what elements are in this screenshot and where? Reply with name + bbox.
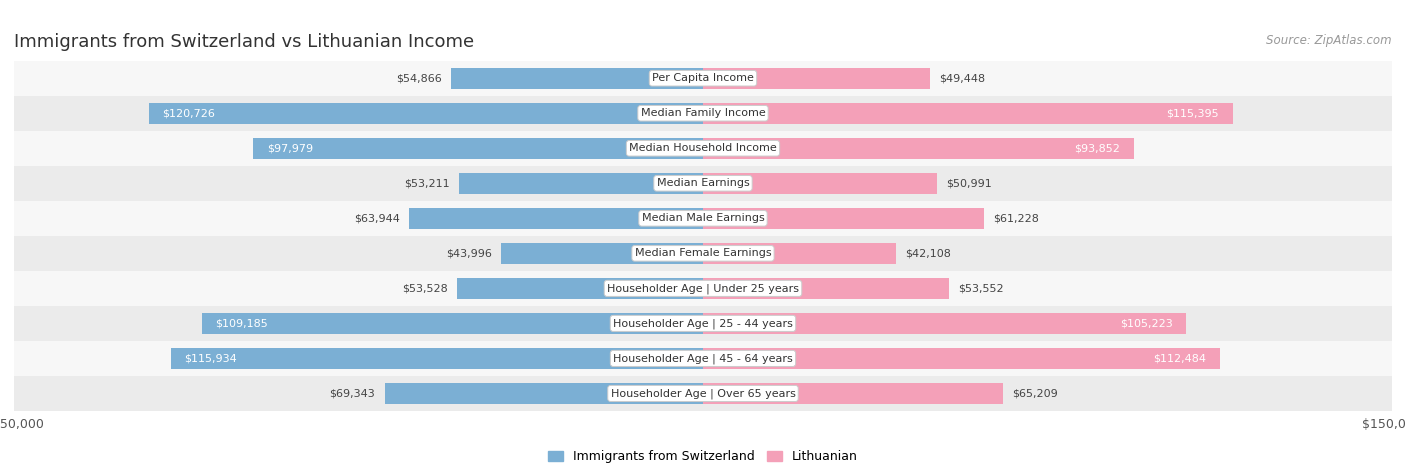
Bar	[14, 376, 1392, 411]
Bar	[384, 383, 703, 404]
Bar	[253, 138, 703, 159]
Bar	[703, 173, 938, 194]
Bar	[14, 236, 1392, 271]
Text: Median Male Earnings: Median Male Earnings	[641, 213, 765, 223]
Text: Householder Age | 45 - 64 years: Householder Age | 45 - 64 years	[613, 353, 793, 364]
Bar	[14, 341, 1392, 376]
Bar	[14, 306, 1392, 341]
Text: $50,991: $50,991	[946, 178, 993, 188]
Text: Median Family Income: Median Family Income	[641, 108, 765, 118]
Bar	[703, 68, 931, 89]
Text: $53,528: $53,528	[402, 283, 449, 293]
Text: Immigrants from Switzerland vs Lithuanian Income: Immigrants from Switzerland vs Lithuania…	[14, 33, 474, 51]
Bar	[703, 348, 1219, 369]
Text: $105,223: $105,223	[1119, 318, 1173, 328]
Bar	[703, 383, 1002, 404]
Bar	[14, 96, 1392, 131]
Text: $63,944: $63,944	[354, 213, 401, 223]
Text: Per Capita Income: Per Capita Income	[652, 73, 754, 83]
Bar	[457, 278, 703, 299]
Bar	[201, 313, 703, 334]
Text: $109,185: $109,185	[215, 318, 269, 328]
Bar	[703, 208, 984, 229]
Text: Median Female Earnings: Median Female Earnings	[634, 248, 772, 258]
Bar	[14, 271, 1392, 306]
Text: Householder Age | Under 25 years: Householder Age | Under 25 years	[607, 283, 799, 294]
Bar	[703, 103, 1233, 124]
Text: $49,448: $49,448	[939, 73, 986, 83]
Text: $112,484: $112,484	[1153, 354, 1206, 363]
Text: $53,552: $53,552	[957, 283, 1004, 293]
Legend: Immigrants from Switzerland, Lithuanian: Immigrants from Switzerland, Lithuanian	[543, 445, 863, 467]
Bar	[409, 208, 703, 229]
Bar	[14, 131, 1392, 166]
Bar	[14, 166, 1392, 201]
Text: $61,228: $61,228	[994, 213, 1039, 223]
Bar	[170, 348, 703, 369]
Bar	[14, 201, 1392, 236]
Text: Source: ZipAtlas.com: Source: ZipAtlas.com	[1267, 34, 1392, 47]
Text: $53,211: $53,211	[404, 178, 450, 188]
Text: $65,209: $65,209	[1012, 389, 1057, 398]
Bar	[703, 138, 1135, 159]
Text: $120,726: $120,726	[162, 108, 215, 118]
Bar	[14, 61, 1392, 96]
Bar	[149, 103, 703, 124]
Text: Householder Age | Over 65 years: Householder Age | Over 65 years	[610, 388, 796, 399]
Text: $97,979: $97,979	[267, 143, 314, 153]
Bar	[451, 68, 703, 89]
Bar	[703, 243, 897, 264]
Bar	[703, 278, 949, 299]
Text: $54,866: $54,866	[396, 73, 441, 83]
Text: $115,934: $115,934	[184, 354, 238, 363]
Text: Median Earnings: Median Earnings	[657, 178, 749, 188]
Text: $69,343: $69,343	[329, 389, 375, 398]
Text: $93,852: $93,852	[1074, 143, 1121, 153]
Text: Median Household Income: Median Household Income	[628, 143, 778, 153]
Bar	[703, 313, 1187, 334]
Text: $43,996: $43,996	[446, 248, 492, 258]
Text: $115,395: $115,395	[1167, 108, 1219, 118]
Bar	[501, 243, 703, 264]
Bar	[458, 173, 703, 194]
Text: $42,108: $42,108	[905, 248, 952, 258]
Text: Householder Age | 25 - 44 years: Householder Age | 25 - 44 years	[613, 318, 793, 329]
